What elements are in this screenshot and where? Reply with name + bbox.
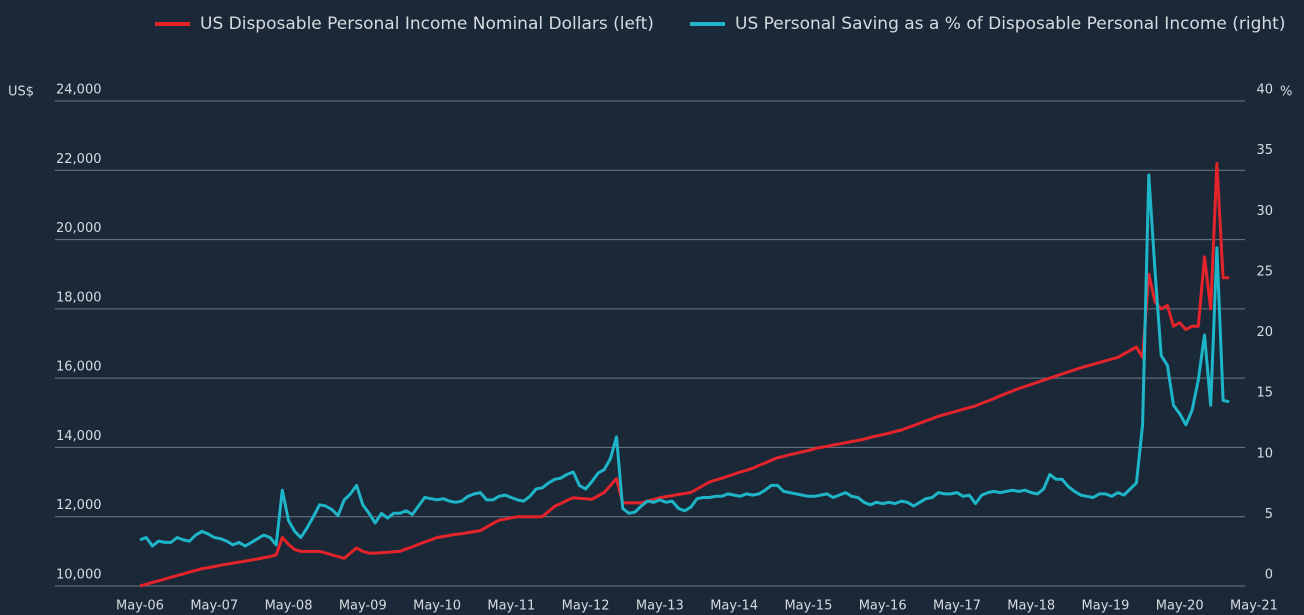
x-tick-label: May-12 (562, 599, 610, 614)
x-tick-label: May-09 (339, 599, 387, 614)
x-tick-label: May-07 (190, 599, 238, 614)
y-tick-label: 22,000 (56, 152, 102, 167)
x-tick-label: May-08 (265, 599, 313, 614)
y2-tick-label: 15 (1256, 386, 1273, 401)
legend-label: US Disposable Personal Income Nominal Do… (200, 14, 654, 34)
y2-tick-label: 40 (1256, 83, 1273, 98)
y2-tick-label: 35 (1256, 143, 1273, 158)
y2-tick-label: 20 (1256, 325, 1273, 340)
x-tick-label: May-20 (1156, 599, 1204, 614)
x-tick-label: May-13 (636, 599, 684, 614)
y2-axis-label: % (1280, 85, 1292, 100)
y-tick-label: 12,000 (56, 498, 102, 513)
x-tick-label: May-06 (116, 599, 164, 614)
x-tick-label: May-17 (933, 599, 981, 614)
y-tick-label: 24,000 (56, 83, 102, 98)
x-tick-label: May-19 (1082, 599, 1130, 614)
x-tick-label: May-16 (859, 599, 907, 614)
y2-tick-label: 0 (1265, 568, 1273, 583)
y-tick-label: 16,000 (56, 360, 102, 375)
y-tick-label: 20,000 (56, 221, 102, 236)
y2-tick-label: 30 (1256, 204, 1273, 219)
y-tick-label: 14,000 (56, 429, 102, 444)
legend-label: US Personal Saving as a % of Disposable … (735, 14, 1285, 34)
y2-tick-label: 25 (1256, 264, 1273, 279)
y-tick-label: 18,000 (56, 290, 102, 305)
y-tick-label: 10,000 (56, 568, 102, 583)
series-line (139, 173, 1230, 548)
y2-tick-label: 5 (1265, 507, 1273, 522)
x-tick-label: May-14 (710, 599, 758, 614)
x-tick-label: May-21 (1230, 599, 1278, 614)
x-tick-label: May-10 (413, 599, 461, 614)
x-tick-label: May-18 (1007, 599, 1055, 614)
y-axis-label: US$ (8, 85, 34, 100)
y2-tick-label: 10 (1256, 446, 1273, 461)
series-line (139, 161, 1230, 588)
x-tick-label: May-11 (487, 599, 535, 614)
x-tick-label: May-15 (784, 599, 832, 614)
